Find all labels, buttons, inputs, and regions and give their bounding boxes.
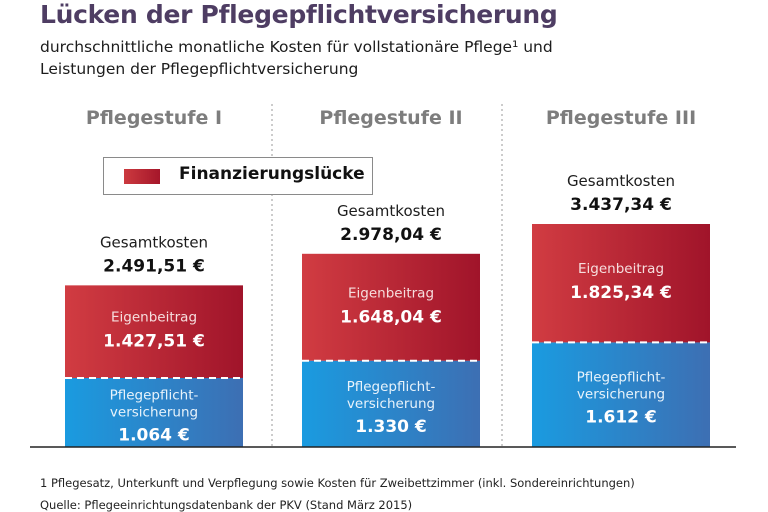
footnote: 1 Pflegesatz, Unterkunft und Verpflegung… <box>40 476 635 490</box>
bar-segment-eigenbeitrag <box>65 285 243 378</box>
legend: Finanzierungslücke <box>103 157 373 195</box>
segment-label: Eigenbeitrag <box>348 285 434 301</box>
data-label: 1.064 € <box>118 425 190 445</box>
data-label: 1.648,04 € <box>340 307 442 327</box>
category-label: Pflegestufe II <box>319 107 462 129</box>
total-value: 3.437,34 € <box>570 195 672 215</box>
data-label: 1.825,34 € <box>570 283 672 303</box>
segment-label: Eigenbeitrag <box>578 261 664 277</box>
segment-label: versicherung <box>577 387 665 403</box>
total-label: Gesamtkosten <box>337 202 445 220</box>
total-value: 2.978,04 € <box>340 225 442 245</box>
segment-label: versicherung <box>347 396 435 412</box>
data-label: 1.330 € <box>355 417 427 437</box>
legend-label: Finanzierungslücke <box>179 164 365 184</box>
segment-label: Pflegepflicht- <box>347 379 436 395</box>
total-label: Gesamtkosten <box>567 172 675 190</box>
bar-segment-eigenbeitrag <box>302 253 480 361</box>
segment-label: Pflegepflicht- <box>110 387 199 403</box>
source-note: Quelle: Pflegeeinrichtungsdatenbank der … <box>40 498 413 512</box>
subtitle-line: Leistungen der Pflegepflichtversicherung <box>40 60 359 78</box>
chart-subtitle: durchschnittliche monatliche Kosten für … <box>40 36 553 80</box>
bar-segment-pflegepflichtversicherung <box>532 342 710 447</box>
category-label: Pflegestufe I <box>86 107 222 129</box>
category-label: Pflegestufe III <box>546 107 696 129</box>
bar-segment-pflegepflichtversicherung <box>65 377 243 447</box>
bar-segment-pflegepflichtversicherung <box>302 360 480 447</box>
subtitle-line: durchschnittliche monatliche Kosten für … <box>40 38 553 56</box>
data-label: 1.427,51 € <box>103 332 205 352</box>
total-value: 2.491,51 € <box>103 256 205 276</box>
total-label: Gesamtkosten <box>100 233 208 251</box>
segment-label: Eigenbeitrag <box>111 310 197 326</box>
data-label: 1.612 € <box>585 408 657 428</box>
chart-title: Lücken der Pflegepflichtversicherung <box>40 0 558 29</box>
legend-swatch-finanzierungsluecke <box>124 169 160 184</box>
segment-label: Pflegepflicht- <box>577 370 666 386</box>
segment-label: versicherung <box>110 404 198 420</box>
bar-segment-eigenbeitrag <box>532 224 710 343</box>
